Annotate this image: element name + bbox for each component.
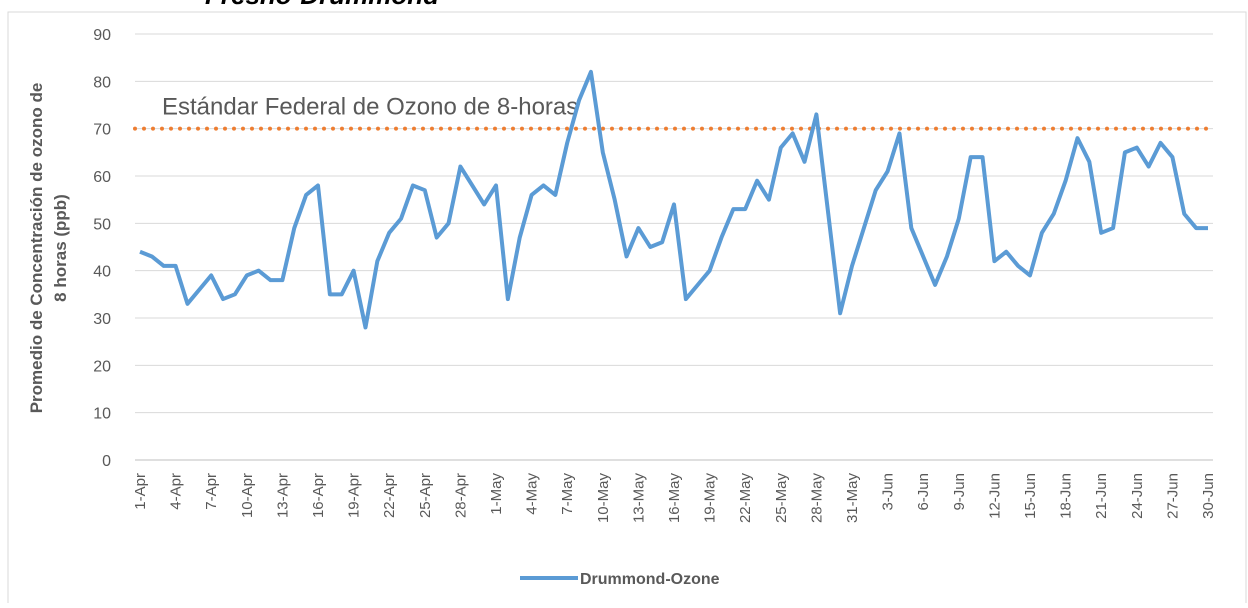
x-tick-label: 6-Jun (915, 473, 932, 511)
y-tick-label: 90 (93, 27, 111, 44)
x-tick-label: 13-May (630, 473, 647, 524)
x-tick-label: 10-May (595, 473, 612, 524)
x-tick-label: 7-May (559, 473, 576, 515)
x-tick-label: 24-Jun (1129, 473, 1146, 519)
x-tick-label: 15-Jun (1022, 473, 1039, 519)
y-tick-label: 10 (93, 406, 111, 423)
x-tick-label: 4-Apr (168, 473, 185, 510)
x-tick-label: 27-Jun (1164, 473, 1181, 519)
y-tick-label: 20 (93, 358, 111, 375)
legend-label: Drummond-Ozone (580, 571, 720, 588)
x-tick-label: 16-Apr (310, 473, 327, 518)
y-tick-label: 50 (93, 216, 111, 233)
x-tick-label: 28-May (808, 473, 825, 524)
x-tick-label: 25-Apr (417, 473, 434, 518)
y-tick-label: 80 (93, 74, 111, 91)
reference-label: Estándar Federal de Ozono de 8-horas (162, 94, 578, 121)
x-tick-label: 13-Apr (274, 473, 291, 518)
x-tick-label: 22-May (737, 473, 754, 524)
x-tick-label: 19-Apr (346, 473, 363, 518)
x-tick-label: 3-Jun (880, 473, 897, 511)
x-tick-label: 1-May (488, 473, 505, 515)
y-tick-label: 0 (102, 453, 111, 470)
y-tick-label: 70 (93, 122, 111, 139)
y-tick-label: 30 (93, 311, 111, 328)
y-tick-label: 60 (93, 169, 111, 186)
x-tick-label: 25-May (773, 473, 790, 524)
y-tick-label: 40 (93, 264, 111, 281)
x-tick-label: 21-Jun (1093, 473, 1110, 519)
chart-border (7, 11, 1247, 608)
data-line (139, 69, 1208, 330)
x-tick-label: 4-May (524, 473, 541, 515)
x-tick-label: 30-Jun (1200, 473, 1217, 519)
x-tick-label: 1-Apr (132, 473, 149, 510)
x-tick-label: 12-Jun (986, 473, 1003, 519)
x-tick-label: 7-Apr (203, 473, 220, 510)
x-tick-label: 16-May (666, 473, 683, 524)
x-tick-label: 22-Apr (381, 473, 398, 518)
x-tick-label: 19-May (702, 473, 719, 524)
x-tick-label: 18-Jun (1058, 473, 1075, 519)
chart-title: Fresno-Drummond (205, 0, 440, 10)
x-tick-label: 31-May (844, 473, 861, 524)
x-tick-label: 9-Jun (951, 473, 968, 511)
y-axis-label: Promedio de Concentración de ozono de (27, 83, 46, 414)
x-tick-label: 10-Apr (239, 473, 256, 518)
x-tick-label: 28-Apr (452, 473, 469, 518)
y-axis-label: 8 horas (ppb) (51, 194, 70, 302)
